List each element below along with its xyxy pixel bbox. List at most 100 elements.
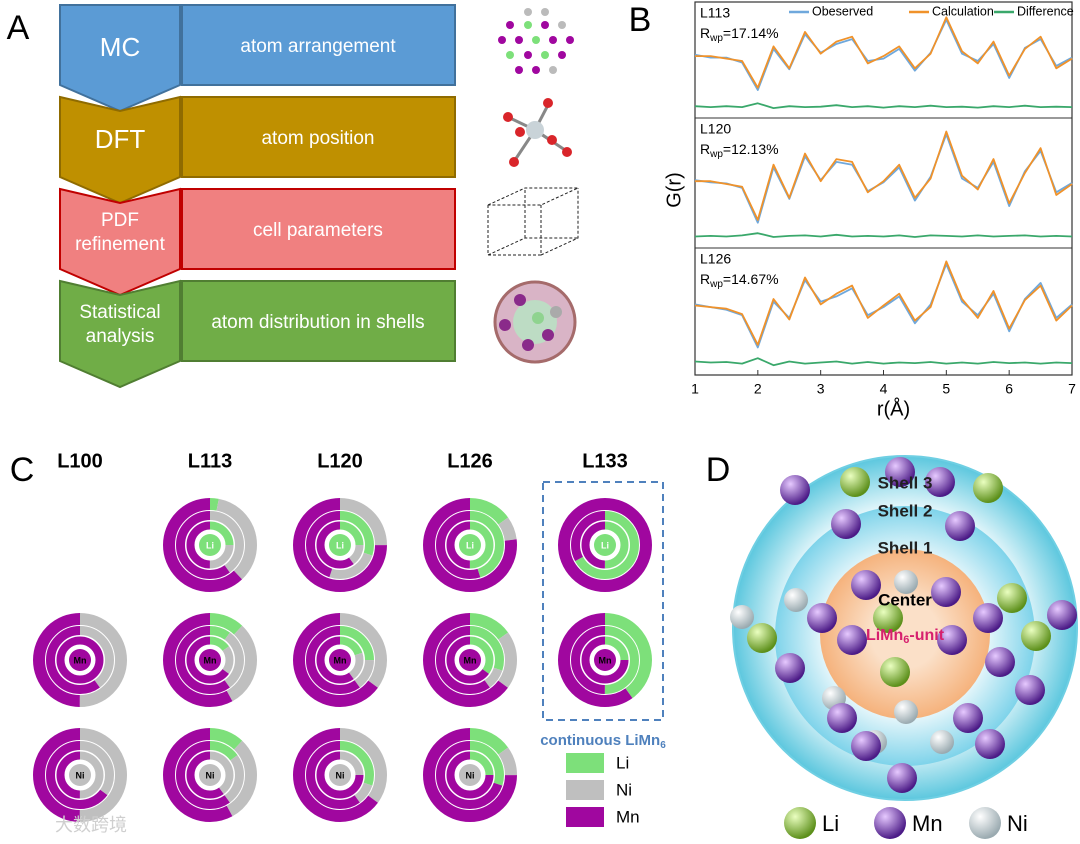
ring-segment <box>186 751 234 799</box>
ring-segment <box>186 521 234 569</box>
shell-label: Shell 1 <box>878 538 933 557</box>
icon-lattice <box>498 8 574 74</box>
icon-sphere <box>493 280 577 364</box>
ring-segment <box>423 613 517 707</box>
ring-segment <box>423 728 517 822</box>
ring-segment <box>163 728 257 822</box>
shell-label: Shell 2 <box>878 501 933 520</box>
sample-label: L126 <box>700 251 731 267</box>
rwp-symbol: R <box>700 271 710 287</box>
ring-segment <box>306 741 374 809</box>
unit-label: LiMn6-unit <box>866 627 945 646</box>
ring-segment <box>316 751 364 799</box>
ring-segment <box>293 498 387 592</box>
rwp-label: Rwp=17.14% <box>700 25 779 44</box>
legend-atom <box>969 807 1001 839</box>
atom-mn <box>885 457 915 487</box>
ring-segment <box>176 626 244 694</box>
rwp-label: Rwp=12.13% <box>700 141 779 160</box>
atom-li <box>873 603 903 633</box>
ring-segment <box>46 741 114 809</box>
unit-text: LiMn <box>866 627 903 644</box>
atom-mn <box>837 625 867 655</box>
step-name: MC <box>100 32 140 62</box>
atom-mn <box>931 577 961 607</box>
ring-segment <box>56 751 104 799</box>
step-box <box>181 280 456 362</box>
center-label: Center <box>878 590 932 609</box>
rwp-label: Rwp=14.67% <box>700 271 779 290</box>
ring-segment <box>306 511 374 579</box>
ring-segment <box>423 613 517 707</box>
ring-segment <box>581 521 629 569</box>
atom-li <box>747 623 777 653</box>
donut-center <box>199 649 221 671</box>
highlight-sub: 6 <box>660 740 666 751</box>
atom-ni <box>730 605 754 629</box>
donut-center-label: Ni <box>466 770 475 780</box>
legend-swatch <box>566 780 604 800</box>
panel-letter: D <box>706 451 731 489</box>
step-name: analysis <box>86 326 155 347</box>
donut-center-label: Ni <box>336 770 345 780</box>
donut-center-label: Ni <box>76 770 85 780</box>
donut-center-label: Li <box>466 540 474 550</box>
step-description: atom distribution in shells <box>211 312 424 333</box>
legend-label: Mn <box>616 807 640 826</box>
x-tick-label: 2 <box>754 381 762 397</box>
shell-label: Shell 3 <box>878 473 933 492</box>
atom-ni <box>930 730 954 754</box>
step-name: refinement <box>75 234 165 255</box>
column-header: L126 <box>447 450 493 472</box>
ring-segment <box>436 741 504 809</box>
donut-center-label: Mn <box>599 655 612 665</box>
legend-label: Li <box>822 811 839 836</box>
donut-center <box>329 764 351 786</box>
column-header: L113 <box>188 450 232 472</box>
x-tick-label: 1 <box>691 381 699 397</box>
ring-segment <box>293 728 387 822</box>
legend-label: Ni <box>616 780 632 799</box>
step-box <box>181 4 456 86</box>
ring-segment <box>176 511 244 579</box>
donut-center-label: Li <box>601 540 609 550</box>
atom-mn <box>780 475 810 505</box>
step-name: DFT <box>95 124 146 154</box>
ring-segment <box>46 626 114 694</box>
atom-mn <box>925 467 955 497</box>
x-tick-label: 7 <box>1068 381 1076 397</box>
ring-segment <box>176 626 244 694</box>
atom-li <box>880 657 910 687</box>
atom-mn <box>945 511 975 541</box>
ring-segment <box>316 636 364 684</box>
step-chevron <box>59 4 181 113</box>
curve-difference <box>694 232 1073 238</box>
panel-letter: A <box>7 9 30 47</box>
rwp-sub: wp <box>709 279 723 290</box>
ring-segment <box>316 521 364 569</box>
curve-observed <box>694 18 1073 91</box>
legend-label: Difference <box>1017 4 1074 18</box>
donut-center-label: Mn <box>74 655 87 665</box>
ring-segment <box>581 636 629 684</box>
atom-mn <box>775 653 805 683</box>
x-tick-label: 5 <box>942 381 950 397</box>
panel-letter: B <box>629 1 652 39</box>
atom-li <box>840 467 870 497</box>
step-chevron <box>59 187 181 297</box>
legend-swatch <box>566 753 604 773</box>
legend-atom <box>874 807 906 839</box>
legend-label: Li <box>616 753 629 772</box>
atom-mn <box>973 603 1003 633</box>
ring-segment <box>571 626 639 694</box>
column-header: L133 <box>582 450 628 472</box>
legend-label: Calculation <box>932 4 994 18</box>
ring-segment <box>163 613 257 707</box>
ring-segment <box>558 498 652 592</box>
atom-mn <box>851 570 881 600</box>
rwp-sub: wp <box>709 33 723 44</box>
donut-center-label: Mn <box>334 655 347 665</box>
x-tick-label: 6 <box>1005 381 1013 397</box>
rwp-symbol: R <box>700 141 710 157</box>
ring-segment <box>163 728 257 822</box>
